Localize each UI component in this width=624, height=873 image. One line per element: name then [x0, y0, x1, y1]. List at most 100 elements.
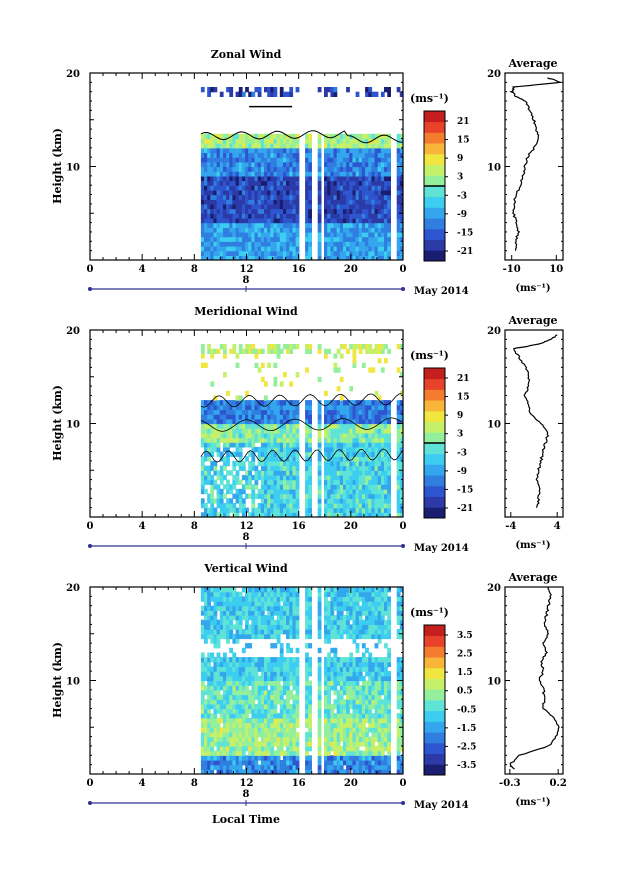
heatmap-cell	[204, 736, 208, 742]
heatmap-cell	[295, 203, 300, 210]
heatmap-cell	[374, 671, 379, 677]
heatmap-cell	[365, 699, 369, 705]
heatmap-cell	[251, 661, 256, 668]
heatmap-cell	[232, 180, 237, 186]
heatmap-cell	[349, 661, 354, 668]
heatmap-cell	[349, 208, 354, 214]
heatmap-cell	[254, 213, 259, 219]
heatmap-cell	[276, 189, 281, 196]
heatmap-cell	[223, 222, 227, 228]
heatmap-cell	[207, 437, 211, 443]
heatmap-cell	[286, 717, 290, 724]
heatmap-cell	[226, 143, 230, 149]
heatmap-cell	[305, 615, 309, 621]
meridional-wind-title: Meridional Wind	[194, 305, 298, 318]
heatmap-cell	[308, 479, 312, 485]
heatmap-cell	[333, 503, 338, 509]
heatmap-cell	[352, 241, 357, 247]
heatmap-cell	[219, 685, 224, 691]
heatmap-cell	[270, 764, 275, 770]
heatmap-cell	[276, 512, 281, 517]
heatmap-cell	[305, 643, 309, 649]
heatmap-cell	[229, 488, 234, 495]
heatmap-cell	[336, 147, 341, 154]
heatmap-cell	[229, 755, 234, 761]
heatmap-cell	[283, 657, 287, 663]
heatmap-cell	[380, 451, 385, 457]
heatmap-cell	[384, 227, 388, 233]
heatmap-cell	[226, 250, 230, 256]
heatmap-cell	[305, 451, 309, 457]
heatmap-cell	[377, 498, 382, 504]
heatmap-cell	[361, 713, 366, 719]
heatmap-cell	[365, 479, 369, 485]
heatmap-cell	[352, 348, 357, 354]
heatmap-cell	[254, 736, 259, 742]
heatmap-cell	[286, 147, 290, 154]
heatmap-cell	[352, 727, 357, 733]
heatmap-cell	[333, 591, 338, 597]
heatmap-cell	[380, 157, 385, 163]
heatmap-cell	[396, 432, 401, 439]
heatmap-cell	[349, 746, 354, 752]
heatmap-cell	[349, 680, 354, 686]
heatmap-cell	[270, 344, 275, 350]
heatmap-cell	[352, 203, 357, 210]
heatmap-cell	[371, 624, 376, 630]
heatmap-cell	[264, 596, 268, 602]
zonal-avg-title: Average	[507, 57, 557, 70]
heatmap-cell	[279, 736, 284, 742]
heatmap-cell	[283, 727, 287, 733]
heatmap-cell	[213, 465, 218, 471]
heatmap-cell	[343, 203, 347, 210]
heatmap-cell	[257, 689, 262, 696]
heatmap-cell	[305, 605, 309, 611]
heatmap-cell	[305, 171, 309, 177]
heatmap-cell	[260, 629, 265, 635]
heatmap-cell	[380, 161, 385, 168]
heatmap-cell	[374, 699, 379, 705]
heatmap-cell	[374, 610, 379, 616]
heatmap-cell	[226, 717, 230, 724]
heatmap-cell	[333, 138, 338, 144]
heatmap-cell	[371, 488, 376, 495]
heatmap-cell	[399, 451, 403, 457]
heatmap-cell	[235, 161, 240, 168]
heatmap-cell	[283, 484, 287, 490]
heatmap-cell	[368, 703, 373, 710]
colorbar-swatch	[424, 239, 445, 251]
heatmap-cell	[229, 591, 234, 597]
heatmap-cell	[207, 194, 211, 200]
heatmap-cell	[371, 460, 376, 467]
heatmap-cell	[238, 442, 243, 448]
heatmap-cell	[251, 175, 256, 182]
heatmap-cell	[229, 166, 234, 172]
heatmap-cell	[396, 166, 401, 172]
heatmap-cell	[267, 222, 271, 228]
heatmap-cell	[295, 741, 300, 747]
heatmap-cell	[232, 479, 237, 485]
heatmap-cell	[384, 236, 388, 242]
heatmap-cell	[260, 437, 265, 443]
heatmap-cell	[333, 703, 338, 710]
heatmap-cell	[213, 694, 218, 700]
heatmap-cell	[226, 750, 230, 756]
heatmap-cell	[283, 629, 287, 635]
heatmap-cell	[200, 348, 205, 354]
heatmap-cell	[241, 512, 246, 517]
heatmap-cell	[327, 685, 331, 691]
heatmap-cell	[276, 428, 281, 434]
heatmap-cell	[213, 591, 218, 597]
heatmap-cell	[213, 404, 218, 411]
heatmap-cell	[346, 619, 350, 625]
heatmap-cell	[352, 741, 357, 747]
heatmap-cell	[207, 685, 211, 691]
heatmap-cell	[267, 185, 271, 191]
heatmap-cell	[330, 166, 335, 172]
heatmap-cell	[358, 503, 363, 509]
heatmap-cell	[289, 760, 294, 766]
heatmap-cell	[308, 400, 312, 406]
heatmap-cell	[223, 194, 227, 200]
heatmap-cell	[204, 587, 208, 593]
heatmap-cell	[308, 213, 312, 219]
